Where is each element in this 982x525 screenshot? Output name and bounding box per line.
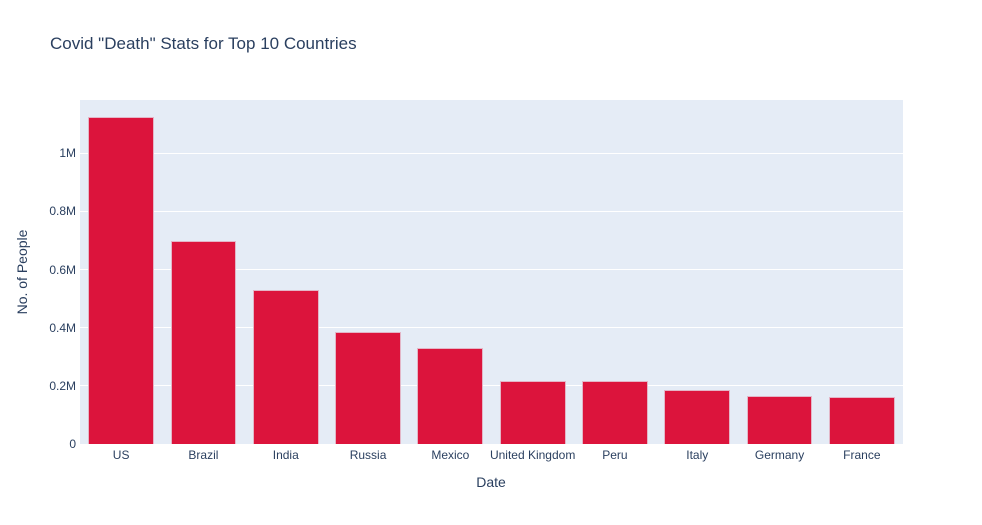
x-tick-label: India xyxy=(272,448,299,462)
gridline xyxy=(80,152,903,154)
bar-united-kingdom[interactable] xyxy=(499,380,566,444)
x-tick-label: Mexico xyxy=(431,448,470,462)
x-tick-label: Germany xyxy=(754,448,805,462)
x-tick-label: Russia xyxy=(349,448,387,462)
x-tick-label: Italy xyxy=(686,448,709,462)
x-tick-label: US xyxy=(112,448,130,462)
bar-india[interactable] xyxy=(252,290,319,444)
bar-peru[interactable] xyxy=(582,381,648,444)
plot-area xyxy=(80,100,903,444)
y-tick-label: 1M xyxy=(59,146,76,161)
bar-germany[interactable] xyxy=(746,395,813,444)
y-tick-label: 0.2M xyxy=(49,378,76,393)
bar-italy[interactable] xyxy=(664,390,731,444)
x-tick-label: France xyxy=(843,448,881,462)
gridline xyxy=(80,327,903,329)
chart-title: Covid "Death" Stats for Top 10 Countries xyxy=(50,34,357,53)
y-tick-label: 0 xyxy=(69,437,76,451)
gridline xyxy=(80,269,903,271)
gridline xyxy=(80,385,903,387)
bar-russia[interactable] xyxy=(335,332,401,444)
bar-brazil[interactable] xyxy=(170,241,237,444)
bar-france[interactable] xyxy=(828,396,895,444)
x-tick-label: United Kingdom xyxy=(489,448,576,462)
x-axis-label: Date xyxy=(476,474,506,490)
gridline xyxy=(80,210,903,212)
x-tick-label: Peru xyxy=(602,448,628,462)
x-tick-label: Brazil xyxy=(188,448,219,462)
y-tick-label: 0.8M xyxy=(49,204,76,219)
y-tick-label: 0.4M xyxy=(49,320,76,335)
y-axis-label: No. of People xyxy=(14,229,30,315)
y-tick-label: 0.6M xyxy=(49,262,76,277)
bar-mexico[interactable] xyxy=(417,348,484,444)
bar-us[interactable] xyxy=(88,117,155,444)
